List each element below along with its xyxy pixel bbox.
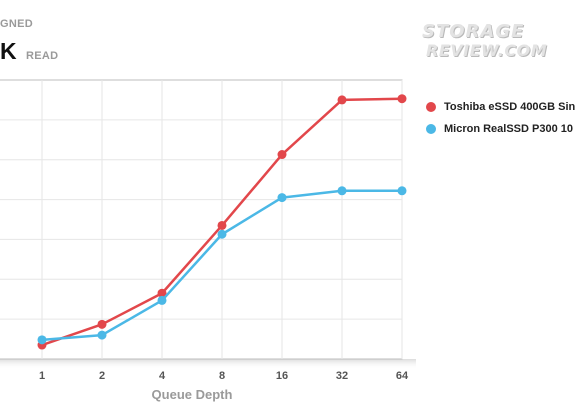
data-point xyxy=(217,229,227,239)
chart-title: K xyxy=(0,38,17,64)
chart-title-sub: READ xyxy=(26,50,59,62)
plot-shadow xyxy=(0,359,416,369)
chart-legend: Toshiba eSSD 400GB Sin Micron RealSSD P30… xyxy=(420,96,585,140)
data-point xyxy=(277,193,287,203)
legend-label: Toshiba eSSD 400GB Sin xyxy=(444,101,576,113)
series-2 xyxy=(37,186,407,345)
x-tick-label: 2 xyxy=(99,370,105,382)
data-point xyxy=(397,186,407,196)
x-tick-label: 32 xyxy=(336,370,348,382)
logo-line-2: REVIEW.COM xyxy=(426,41,548,60)
series-1 xyxy=(37,94,407,350)
data-point xyxy=(37,335,47,345)
chart-subtitle: GNED xyxy=(0,18,33,30)
legend-item: Micron RealSSD P300 10 xyxy=(420,118,585,140)
plot-frame xyxy=(0,79,403,360)
plot-bottom-shadow xyxy=(0,359,416,369)
data-point xyxy=(97,319,107,329)
data-point xyxy=(217,220,227,230)
logo-line-1: STORAGE xyxy=(422,21,525,42)
x-tick-label: 16 xyxy=(276,370,288,382)
data-point xyxy=(157,295,167,305)
data-point xyxy=(397,94,407,104)
data-point xyxy=(157,288,167,298)
x-tick-label: 1 xyxy=(39,370,45,382)
legend-item: Toshiba eSSD 400GB Sin xyxy=(420,96,585,118)
grid-lines xyxy=(0,80,403,359)
storagereview-logo: STORAGE REVIEW.COM xyxy=(422,21,548,66)
legend-marker xyxy=(426,102,436,112)
data-point xyxy=(277,150,287,160)
x-tick-label: 64 xyxy=(396,370,409,382)
data-point xyxy=(97,330,107,340)
x-tick-label: 4 xyxy=(159,370,166,382)
x-axis-title: Queue Depth xyxy=(152,387,233,402)
x-axis-ticks: 1 2 4 8 16 32 64 xyxy=(39,370,409,382)
series-layer xyxy=(37,94,407,350)
x-tick-label: 8 xyxy=(219,370,225,382)
data-point xyxy=(337,186,347,196)
legend-label: Micron RealSSD P300 10 xyxy=(444,123,574,135)
plot-area xyxy=(0,79,403,360)
legend-marker xyxy=(426,124,436,134)
data-point xyxy=(337,95,347,105)
